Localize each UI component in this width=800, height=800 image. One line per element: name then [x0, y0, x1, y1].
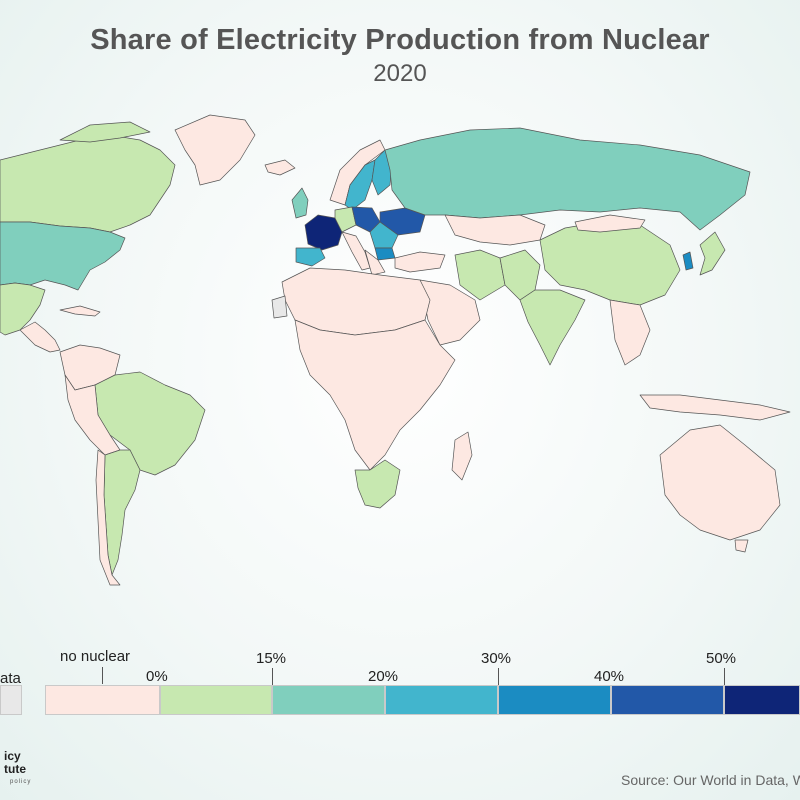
- country-iceland[interactable]: [264, 159, 296, 176]
- country-central-america[interactable]: [19, 321, 61, 353]
- country-tasmania[interactable]: [734, 539, 749, 553]
- institute-logo: icy tute policy: [0, 750, 31, 789]
- country-india[interactable]: [519, 289, 586, 366]
- country-west-sahara[interactable]: [271, 295, 288, 319]
- legend-tick: [498, 668, 499, 685]
- legend-bin-3: [498, 685, 611, 715]
- country-uk[interactable]: [291, 187, 309, 219]
- legend-label-0: 0%: [146, 668, 168, 685]
- chart-subtitle: 2020: [373, 60, 427, 87]
- country-balkans-greece[interactable]: [364, 249, 386, 276]
- country-japan[interactable]: [699, 231, 726, 276]
- legend-bin-1: [272, 685, 385, 715]
- country-canada[interactable]: [0, 134, 176, 233]
- country-usa[interactable]: [0, 221, 126, 291]
- logo-line-1: icy: [4, 749, 21, 763]
- country-kazakhstan[interactable]: [444, 214, 546, 246]
- legend-bin-5: [724, 685, 800, 715]
- legend-bin-0: [160, 685, 272, 715]
- legend-tick: [724, 668, 725, 685]
- legend-bin-4: [611, 685, 724, 715]
- country-argentina[interactable]: [103, 449, 141, 576]
- country-greenland[interactable]: [174, 114, 256, 186]
- country-cuba-caribbean[interactable]: [59, 305, 101, 317]
- country-central-africa[interactable]: [294, 319, 456, 471]
- legend-label-5: 50%: [706, 650, 737, 667]
- country-russia[interactable]: [384, 127, 751, 231]
- country-madagascar[interactable]: [451, 431, 473, 481]
- country-brazil[interactable]: [94, 371, 206, 476]
- country-germany[interactable]: [334, 206, 357, 233]
- legend-no-data-swatch: [0, 685, 22, 715]
- country-hungary-romania[interactable]: [369, 221, 399, 249]
- legend-tick: [102, 667, 103, 684]
- chart-title: Share of Electricity Production from Nuc…: [90, 24, 710, 56]
- country-southeast-asia[interactable]: [609, 299, 651, 366]
- country-turkey[interactable]: [394, 251, 446, 273]
- country-mexico[interactable]: [0, 282, 46, 336]
- logo-line-3: policy: [10, 779, 32, 785]
- country-arabia[interactable]: [419, 279, 481, 346]
- country-australia[interactable]: [659, 424, 781, 541]
- legend-label-4: 40%: [594, 668, 625, 685]
- country-spain[interactable]: [295, 247, 326, 267]
- world-map: [0, 114, 791, 586]
- country-south-africa[interactable]: [354, 459, 401, 509]
- legend-label-3: 30%: [481, 650, 512, 667]
- country-chile[interactable]: [95, 449, 121, 586]
- country-alaska-arctic[interactable]: [59, 121, 151, 143]
- country-korea[interactable]: [682, 251, 694, 271]
- legend-no-nuclear-label: no nuclear: [60, 648, 131, 665]
- legend-no-nuclear-swatch: [45, 685, 160, 715]
- country-indonesia[interactable]: [639, 394, 791, 421]
- legend-label-1: 15%: [256, 650, 287, 667]
- country-france[interactable]: [304, 214, 343, 251]
- logo-line-2: tute: [4, 762, 26, 776]
- legend-tick: [272, 668, 273, 685]
- legend-bin-2: [385, 685, 498, 715]
- country-bulgaria[interactable]: [374, 247, 396, 261]
- country-mongolia[interactable]: [574, 214, 646, 233]
- legend-label-2: 20%: [368, 668, 399, 685]
- legend-no-data-label: ata: [0, 670, 21, 687]
- source-note: Source: Our World in Data, W: [621, 772, 800, 788]
